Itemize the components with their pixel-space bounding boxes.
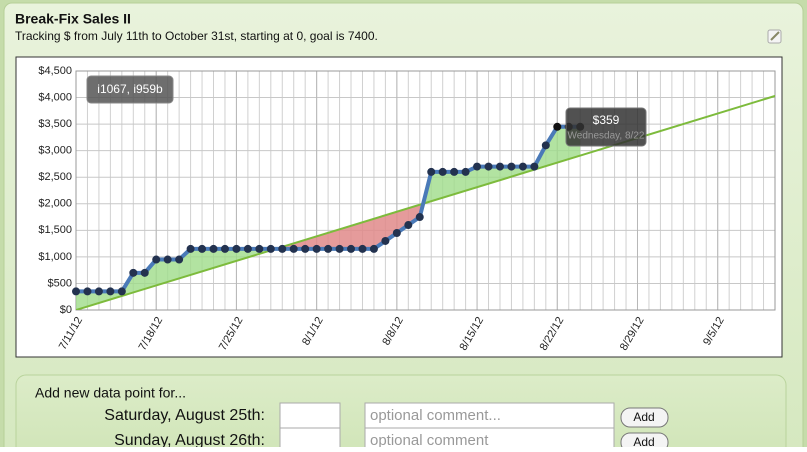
data-point[interactable] bbox=[347, 244, 356, 253]
edit-icon[interactable] bbox=[767, 29, 782, 44]
data-point[interactable] bbox=[404, 221, 413, 230]
data-point[interactable] bbox=[358, 244, 367, 253]
data-point[interactable] bbox=[312, 244, 321, 253]
data-point[interactable] bbox=[484, 162, 493, 171]
data-point[interactable] bbox=[381, 236, 390, 245]
data-point[interactable] bbox=[163, 255, 172, 264]
data-point[interactable] bbox=[541, 141, 550, 150]
date-label: Sunday, August 26th: bbox=[114, 432, 265, 447]
widget-title: Break-Fix Sales II bbox=[15, 11, 131, 27]
y-tick-label: $500 bbox=[48, 277, 72, 289]
data-point[interactable] bbox=[324, 244, 333, 253]
data-point[interactable] bbox=[220, 244, 229, 253]
y-tick-label: $3,500 bbox=[38, 118, 72, 130]
data-point[interactable] bbox=[369, 244, 378, 253]
legend-box bbox=[86, 75, 174, 104]
data-point[interactable] bbox=[232, 244, 241, 253]
data-point[interactable] bbox=[255, 244, 264, 253]
y-tick-label: $4,000 bbox=[38, 91, 72, 103]
widget-subtitle: Tracking $ from July 11th to October 31s… bbox=[15, 29, 378, 43]
data-point[interactable] bbox=[266, 244, 275, 253]
comment-input[interactable] bbox=[364, 402, 615, 431]
add-button-label[interactable]: Add bbox=[633, 410, 654, 424]
data-point[interactable] bbox=[83, 287, 92, 296]
data-point[interactable] bbox=[450, 167, 459, 176]
y-tick-label: $2,000 bbox=[38, 198, 72, 210]
data-point[interactable] bbox=[243, 244, 252, 253]
plot-border bbox=[75, 70, 776, 311]
data-point[interactable] bbox=[518, 162, 527, 171]
chart-frame bbox=[15, 56, 783, 358]
tooltip-value: $359 bbox=[593, 113, 620, 127]
data-point[interactable] bbox=[507, 162, 516, 171]
data-point[interactable] bbox=[415, 213, 424, 222]
chart: $0 $500 $1,000 $1,500 $2,000 $2,500 $3,000 $3,5… bbox=[38, 65, 776, 353]
data-point[interactable] bbox=[530, 162, 539, 171]
y-tick-label: $2,500 bbox=[38, 171, 72, 183]
tooltip-date: Wednesday, 8/22 bbox=[568, 131, 645, 142]
data-point[interactable] bbox=[152, 255, 161, 264]
data-point[interactable] bbox=[106, 287, 115, 296]
data-point[interactable] bbox=[198, 244, 207, 253]
data-point[interactable] bbox=[72, 287, 80, 296]
data-point[interactable] bbox=[553, 122, 562, 131]
y-tick-label: $0 bbox=[60, 304, 72, 316]
data-point[interactable] bbox=[461, 167, 470, 176]
goal-line bbox=[76, 94, 775, 310]
y-tick-label: $1,000 bbox=[38, 251, 72, 263]
date-label: Saturday, August 25th: bbox=[104, 407, 265, 424]
data-point[interactable] bbox=[117, 287, 126, 296]
data-point[interactable] bbox=[335, 244, 344, 253]
form-heading: Add new data point for... bbox=[35, 385, 186, 401]
data-point[interactable] bbox=[392, 228, 401, 237]
data-point[interactable] bbox=[438, 167, 447, 176]
data-point[interactable] bbox=[209, 244, 218, 253]
data-point[interactable] bbox=[129, 268, 138, 277]
data-point[interactable] bbox=[427, 167, 436, 176]
data-point[interactable] bbox=[278, 244, 287, 253]
data-point[interactable] bbox=[94, 287, 103, 296]
y-tick-label: $3,000 bbox=[38, 145, 72, 157]
y-tick-label: $1,500 bbox=[38, 224, 72, 236]
data-point[interactable] bbox=[175, 255, 184, 264]
legend-text: i1067, i959b bbox=[97, 82, 163, 96]
data-point[interactable] bbox=[495, 162, 504, 171]
add-button[interactable] bbox=[620, 407, 669, 428]
data-point[interactable] bbox=[140, 268, 149, 277]
comment-placeholder: optional comment bbox=[370, 432, 489, 447]
data-point[interactable] bbox=[301, 244, 310, 253]
data-point[interactable] bbox=[186, 244, 195, 253]
y-tick-label: $4,500 bbox=[38, 65, 72, 77]
comment-placeholder: optional comment... bbox=[370, 407, 501, 424]
data-point[interactable] bbox=[289, 244, 298, 253]
goal-group bbox=[76, 94, 775, 310]
tooltip-box bbox=[565, 107, 647, 147]
amount-input[interactable] bbox=[279, 402, 341, 431]
amount-input[interactable] bbox=[279, 427, 341, 452]
add-button-label[interactable]: Add bbox=[633, 435, 654, 449]
data-point[interactable] bbox=[473, 162, 482, 171]
